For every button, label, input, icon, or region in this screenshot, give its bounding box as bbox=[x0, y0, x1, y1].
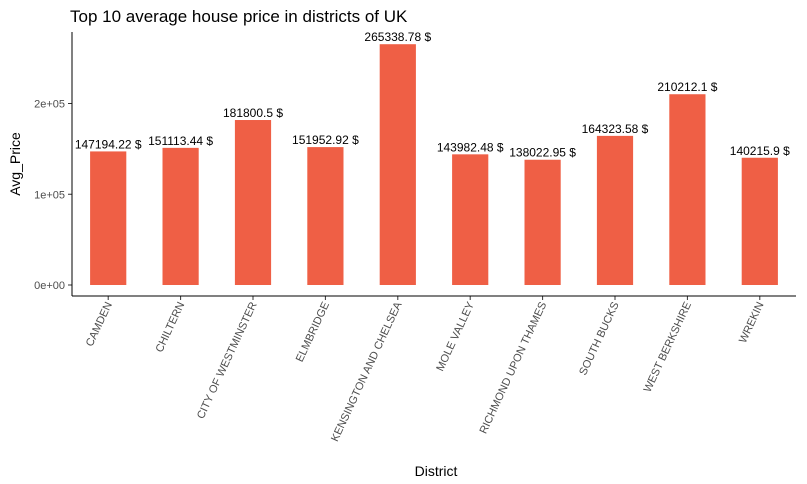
bar-kensington-and-chelsea bbox=[379, 44, 416, 286]
x-tick-label: MOLE VALLEY bbox=[434, 300, 477, 374]
bar-camden bbox=[90, 151, 127, 285]
x-tick-label: RICHMOND UPON THAMES bbox=[478, 300, 550, 436]
data-label: 265338.78 $ bbox=[364, 30, 431, 44]
bar-mole-valley bbox=[452, 154, 489, 285]
data-label: 138022.95 $ bbox=[509, 146, 576, 160]
bar-richmond-upon-thames bbox=[524, 159, 561, 285]
x-axis-title: District bbox=[415, 463, 458, 479]
bar-elmbridge bbox=[307, 147, 344, 285]
x-tick-label: WEST BERKSHIRE bbox=[642, 300, 694, 394]
y-tick-label: 1e+05 bbox=[34, 189, 65, 201]
data-label: 164323.58 $ bbox=[582, 122, 649, 136]
x-tick-label: ELMBRIDGE bbox=[294, 300, 332, 364]
x-tick-label: CAMDEN bbox=[84, 300, 115, 348]
data-label: 151952.92 $ bbox=[292, 133, 359, 147]
data-label: 210212.1 $ bbox=[657, 80, 717, 94]
bar-wrekin bbox=[741, 157, 778, 285]
data-label: 181800.5 $ bbox=[223, 106, 283, 120]
x-tick-label: CHILTERN bbox=[154, 300, 188, 354]
chart-title: Top 10 average house price in districts … bbox=[70, 7, 408, 26]
x-tick-label: CITY OF WESTMINSTER bbox=[195, 300, 260, 421]
data-label: 143982.48 $ bbox=[437, 140, 504, 154]
data-label: 140215.9 $ bbox=[730, 144, 790, 158]
plot-area: 0e+00 1e+05 2e+05 147194.22 $ CAMDEN 151113.4… bbox=[34, 30, 790, 443]
y-axis-title: Avg_Price bbox=[7, 132, 23, 196]
x-tick-label: KENSINGTON AND CHELSEA bbox=[329, 300, 405, 444]
x-tick-label: SOUTH BUCKS bbox=[577, 300, 621, 377]
bar-chiltern bbox=[162, 147, 199, 285]
bar-city-of-westminster bbox=[234, 120, 272, 285]
data-label: 151113.44 $ bbox=[148, 134, 213, 148]
y-tick-label: 2e+05 bbox=[34, 99, 65, 111]
bar-west-berkshire bbox=[669, 94, 706, 286]
y-tick-label: 0e+00 bbox=[34, 280, 65, 292]
data-label: 147194.22 $ bbox=[75, 137, 142, 151]
x-tick-label: WREKIN bbox=[737, 300, 766, 345]
bar-south-bucks bbox=[596, 135, 634, 285]
